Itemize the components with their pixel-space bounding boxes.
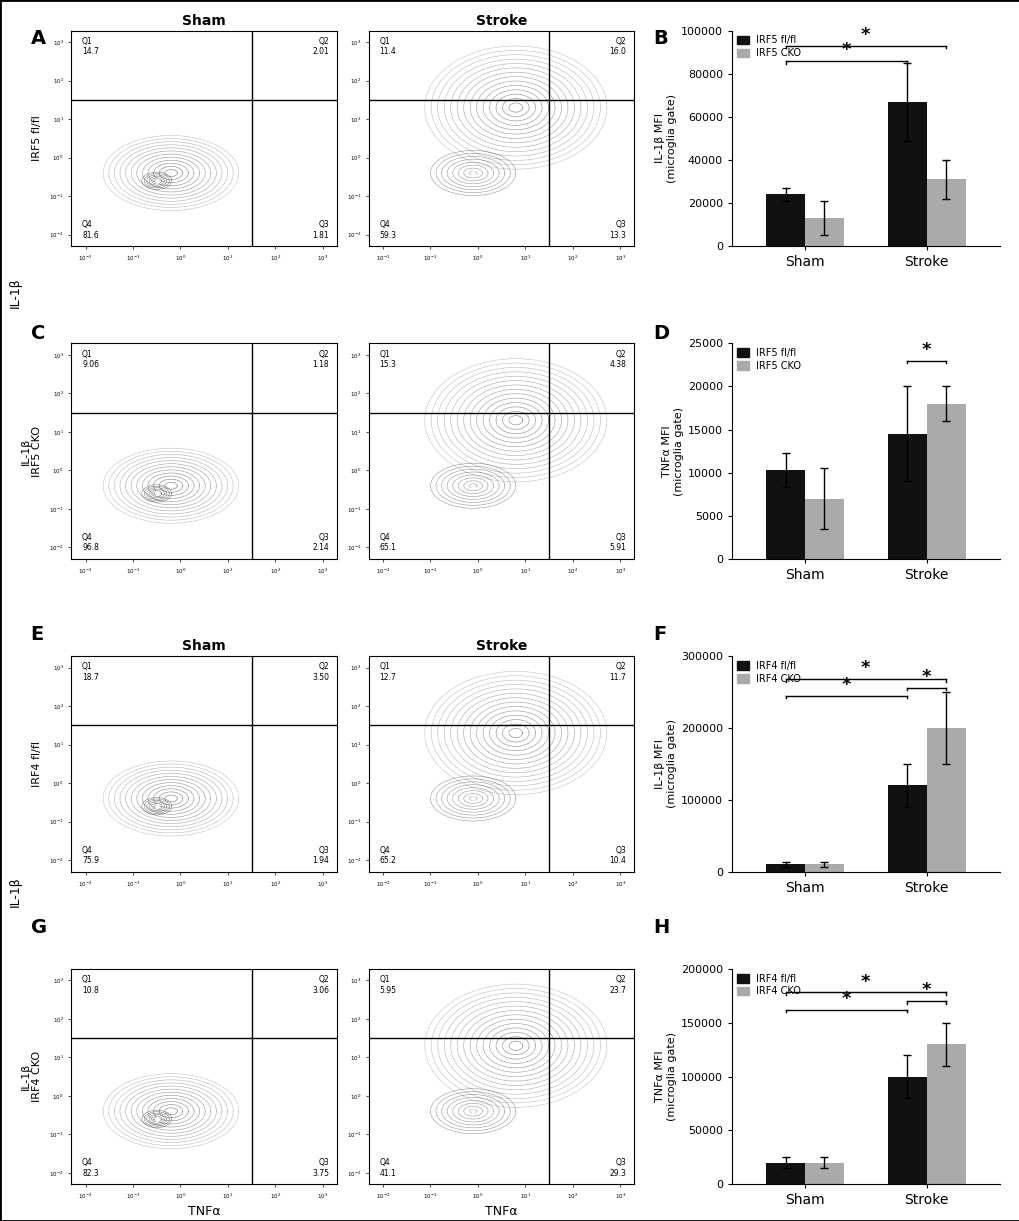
Text: Q2
16.0: Q2 16.0 [609, 37, 626, 56]
X-axis label: TNFα: TNFα [187, 1205, 220, 1219]
Y-axis label: IRF4 fl/fl: IRF4 fl/fl [33, 741, 43, 786]
Title: Stroke: Stroke [476, 640, 527, 653]
X-axis label: TNFα: TNFα [485, 1205, 518, 1219]
Text: Q3
29.3: Q3 29.3 [609, 1159, 626, 1178]
Text: Q3
5.91: Q3 5.91 [609, 534, 626, 552]
Text: H: H [652, 918, 668, 938]
Text: Q1
11.4: Q1 11.4 [379, 37, 395, 56]
Bar [887, 785, 925, 872]
Text: Q3
1.94: Q3 1.94 [312, 846, 329, 866]
Text: G: G [31, 918, 47, 938]
Text: IL-1β: IL-1β [9, 277, 21, 309]
Bar [925, 404, 965, 559]
Text: Q2
3.06: Q2 3.06 [312, 976, 329, 995]
Text: Q2
4.38: Q2 4.38 [609, 349, 626, 369]
Y-axis label: TNFα MFI
(microglia gate): TNFα MFI (microglia gate) [661, 407, 683, 496]
Bar [804, 498, 843, 559]
Text: Q4
81.6: Q4 81.6 [82, 220, 99, 239]
Text: D: D [652, 324, 668, 343]
Text: Q4
75.9: Q4 75.9 [82, 846, 99, 866]
Text: *: * [860, 659, 870, 678]
Text: Q4
82.3: Q4 82.3 [82, 1159, 99, 1178]
Text: Q1
18.7: Q1 18.7 [82, 663, 99, 681]
Text: Q3
13.3: Q3 13.3 [609, 220, 626, 239]
Title: Sham: Sham [182, 640, 226, 653]
Text: *: * [841, 675, 850, 694]
Bar [804, 864, 843, 872]
Text: Q4
65.2: Q4 65.2 [379, 846, 396, 866]
Text: Q4
59.3: Q4 59.3 [379, 220, 396, 239]
Text: *: * [921, 341, 930, 359]
Text: *: * [841, 42, 850, 59]
Text: *: * [841, 990, 850, 1009]
Text: *: * [921, 982, 930, 999]
Text: Q1
10.8: Q1 10.8 [82, 976, 99, 995]
Legend: IRF5 fl/fl, IRF5 CKO: IRF5 fl/fl, IRF5 CKO [736, 348, 801, 371]
Text: Q2
11.7: Q2 11.7 [609, 663, 626, 681]
Y-axis label: IL-1β
IRF5 CKO: IL-1β IRF5 CKO [20, 426, 43, 476]
Bar [887, 433, 925, 559]
Y-axis label: IL-1β
IRF4 CKO: IL-1β IRF4 CKO [20, 1051, 43, 1103]
Text: C: C [31, 324, 45, 343]
Legend: IRF4 fl/fl, IRF4 CKO: IRF4 fl/fl, IRF4 CKO [736, 973, 801, 996]
Bar [765, 864, 804, 872]
Text: Q1
9.06: Q1 9.06 [82, 349, 99, 369]
Legend: IRF4 fl/fl, IRF4 CKO: IRF4 fl/fl, IRF4 CKO [736, 661, 801, 684]
Text: Q2
23.7: Q2 23.7 [609, 976, 626, 995]
Text: Q3
3.75: Q3 3.75 [312, 1159, 329, 1178]
Bar [925, 179, 965, 247]
Text: Q3
2.14: Q3 2.14 [312, 534, 329, 552]
Text: *: * [860, 973, 870, 990]
Text: Q1
14.7: Q1 14.7 [82, 37, 99, 56]
Text: *: * [921, 668, 930, 686]
Text: Q1
5.95: Q1 5.95 [379, 976, 396, 995]
Title: Stroke: Stroke [476, 13, 527, 28]
Text: Q4
41.1: Q4 41.1 [379, 1159, 395, 1178]
Bar [765, 194, 804, 247]
Y-axis label: TNFα MFI
(microglia gate): TNFα MFI (microglia gate) [654, 1032, 676, 1121]
Text: Q1
12.7: Q1 12.7 [379, 663, 395, 681]
Bar [925, 1044, 965, 1184]
Text: *: * [860, 26, 870, 44]
Text: F: F [652, 625, 665, 645]
Y-axis label: IRF5 fl/fl: IRF5 fl/fl [33, 116, 43, 161]
Text: Q4
65.1: Q4 65.1 [379, 534, 396, 552]
Text: A: A [31, 29, 46, 49]
Text: Q2
3.50: Q2 3.50 [312, 663, 329, 681]
Bar [804, 219, 843, 247]
Text: B: B [652, 29, 666, 49]
Bar [765, 470, 804, 559]
Text: Q4
96.8: Q4 96.8 [82, 534, 99, 552]
Text: E: E [31, 625, 44, 645]
Text: Q2
1.18: Q2 1.18 [312, 349, 329, 369]
Text: Q1
15.3: Q1 15.3 [379, 349, 396, 369]
Bar [925, 728, 965, 872]
Title: Sham: Sham [182, 13, 226, 28]
Y-axis label: IL-1β MFI
(microglia gate): IL-1β MFI (microglia gate) [654, 94, 677, 183]
Legend: IRF5 fl/fl, IRF5 CKO: IRF5 fl/fl, IRF5 CKO [736, 35, 801, 59]
Bar [887, 101, 925, 247]
Bar [887, 1077, 925, 1184]
Text: Q3
1.81: Q3 1.81 [312, 220, 329, 239]
Text: IL-1β: IL-1β [9, 875, 21, 907]
Y-axis label: IL-1β MFI
(microglia gate): IL-1β MFI (microglia gate) [654, 719, 676, 808]
Text: Q3
10.4: Q3 10.4 [609, 846, 626, 866]
Text: Q2
2.01: Q2 2.01 [312, 37, 329, 56]
Bar [765, 1162, 804, 1184]
Bar [804, 1162, 843, 1184]
